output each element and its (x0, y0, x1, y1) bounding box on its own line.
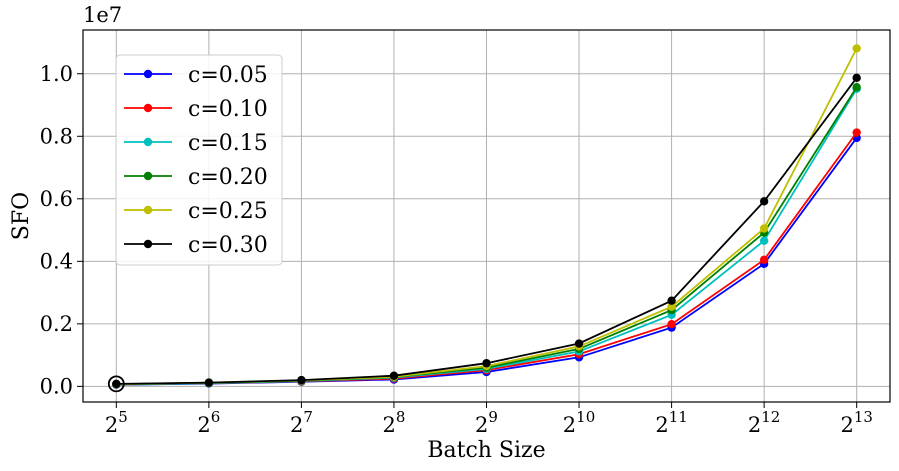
highlight-ring (107, 375, 125, 393)
legend-item: c=0.05 (124, 63, 268, 88)
legend-swatch-marker (143, 171, 153, 181)
x-axis-label: Batch Size (427, 438, 545, 463)
series-c=0.30 (112, 73, 861, 389)
legend-swatch-marker (143, 137, 153, 147)
legend-item: c=0.15 (124, 131, 268, 156)
legend-item: c=0.25 (124, 199, 268, 224)
legend-label: c=0.25 (188, 199, 268, 224)
x-tick-label: 28 (382, 408, 405, 437)
data-point (759, 236, 769, 245)
legend-label: c=0.10 (188, 97, 268, 122)
data-point (297, 375, 306, 385)
data-point (574, 339, 584, 348)
legend-item: c=0.20 (124, 165, 268, 190)
y-tick-label: 0.4 (40, 249, 73, 273)
legend-swatch-marker (143, 239, 153, 249)
y-scale-label: 1e7 (83, 3, 122, 27)
y-tick-label: 1.0 (40, 62, 73, 86)
series-layer (112, 44, 861, 390)
highlight-layer (107, 375, 125, 393)
data-point (667, 296, 676, 305)
data-point (667, 302, 676, 311)
x-tick-label: 210 (563, 408, 595, 437)
y-ticks: 0.0 0.2 0.4 0.6 0.8 1.0 (40, 62, 83, 398)
x-tick-label: 29 (475, 408, 498, 437)
data-point (112, 379, 121, 389)
data-point (759, 197, 769, 206)
y-tick-label: 0.2 (40, 312, 73, 336)
data-point (482, 359, 491, 368)
data-point (759, 255, 769, 264)
data-point (204, 378, 214, 387)
legend-label: c=0.05 (188, 63, 268, 88)
x-tick-label: 212 (748, 408, 780, 437)
data-point (852, 73, 861, 83)
y-tick-label: 0.8 (40, 124, 73, 148)
x-tick-label: 27 (290, 408, 313, 437)
x-tick-label: 25 (105, 408, 128, 437)
legend-label: c=0.15 (188, 131, 268, 156)
data-point (759, 224, 769, 233)
y-tick-label: 0.0 (40, 374, 73, 398)
x-tick-label: 26 (197, 408, 220, 437)
legend-swatch-marker (143, 69, 153, 79)
legend-label: c=0.30 (188, 233, 268, 258)
data-point (852, 128, 861, 137)
data-point (389, 371, 399, 380)
legend-item: c=0.30 (124, 233, 268, 258)
x-tick-label: 211 (655, 408, 687, 437)
legend-item: c=0.10 (124, 97, 268, 122)
legend-swatch-marker (143, 205, 153, 215)
legend: c=0.05 c=0.10 c=0.15 c=0.20 c=0.25 c=0.30 (115, 54, 283, 266)
x-tick-label: 213 (840, 408, 872, 437)
y-axis-label: SFO (9, 192, 34, 240)
data-point (667, 319, 676, 329)
x-ticks: 25 26 27 28 29 210 211 212 213 (105, 402, 873, 437)
data-point (852, 83, 861, 92)
y-tick-label: 0.6 (40, 187, 73, 211)
data-point (852, 44, 861, 53)
legend-label: c=0.20 (188, 165, 268, 190)
legend-swatch-marker (143, 103, 153, 113)
